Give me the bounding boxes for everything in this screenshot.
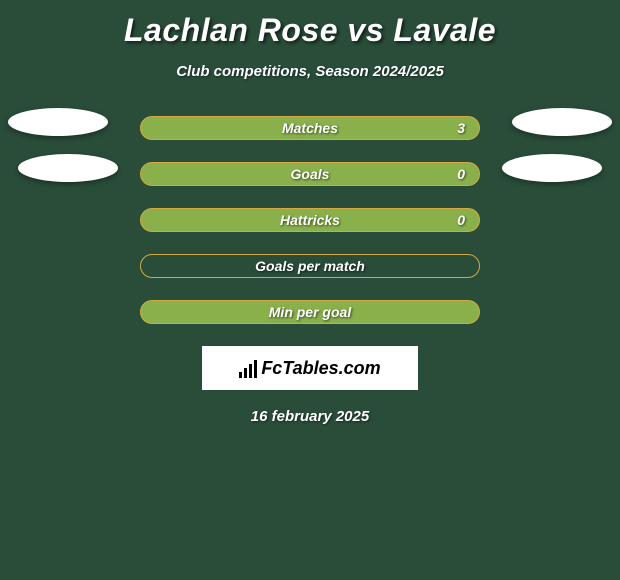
stat-bar-hattricks: Hattricks 0 [140,208,480,232]
logo-text: FcTables.com [261,358,380,379]
stats-bars-container: Matches 3 Goals 0 Hattricks 0 Goals per … [0,116,620,324]
stat-label: Min per goal [269,304,351,320]
stat-row-min-per-goal: Min per goal [0,300,620,324]
comparison-title: Lachlan Rose vs Lavale [0,0,620,49]
stat-row-goals: Goals 0 [0,162,620,186]
stat-label: Matches [282,120,338,136]
stat-bar-goals: Goals 0 [140,162,480,186]
stat-label: Goals per match [255,258,365,274]
stat-row-matches: Matches 3 [0,116,620,140]
stat-value: 0 [457,166,465,182]
stat-value: 0 [457,212,465,228]
stat-label: Goals [291,166,330,182]
stat-bar-matches: Matches 3 [140,116,480,140]
comparison-date: 16 february 2025 [0,408,620,425]
stat-label: Hattricks [280,212,340,228]
stat-bar-min-per-goal: Min per goal [140,300,480,324]
stat-bar-goals-per-match: Goals per match [140,254,480,278]
stat-row-goals-per-match: Goals per match [0,254,620,278]
comparison-subtitle: Club competitions, Season 2024/2025 [0,63,620,80]
bar-chart-icon [239,358,259,378]
stat-row-hattricks: Hattricks 0 [0,208,620,232]
stat-value: 3 [457,120,465,136]
fctables-logo: FcTables.com [202,346,418,390]
